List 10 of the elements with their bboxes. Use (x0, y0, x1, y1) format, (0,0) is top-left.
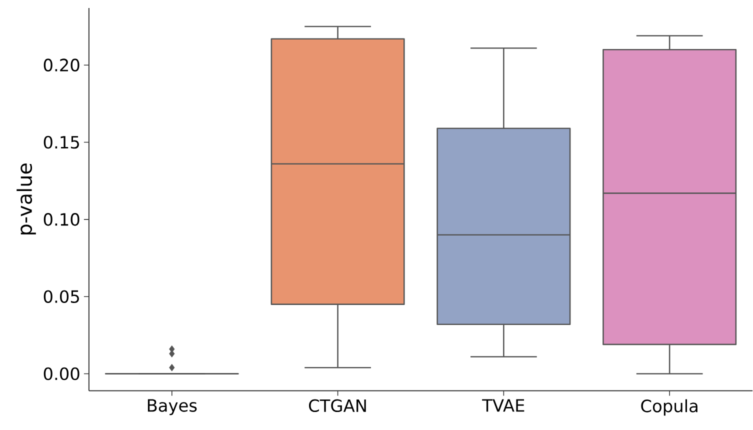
y-tick-label: 0.20 (44, 58, 80, 72)
x-tick-label: Bayes (148, 399, 197, 416)
y-tick-label: 0.00 (44, 368, 80, 380)
y-tick-label: 0.05 (44, 290, 79, 304)
y-axis-title: p-value (16, 164, 36, 235)
y-tick-label: 0.10 (44, 213, 80, 226)
x-tick-label: TVAE (482, 399, 524, 412)
y-tick-label: 0.15 (44, 136, 79, 149)
x-tick-label: Copula (641, 399, 698, 416)
x-tick-label: CTGAN (308, 399, 366, 412)
